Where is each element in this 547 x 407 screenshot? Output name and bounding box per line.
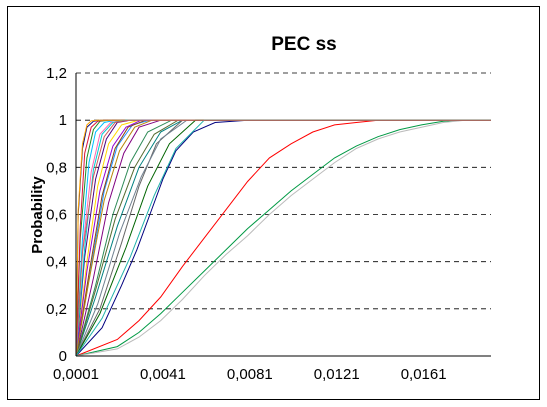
gridlines <box>76 72 491 310</box>
x-tick-label: 0,0001 <box>53 366 99 383</box>
series-line <box>75 119 491 357</box>
y-tick-label: 0,8 <box>46 159 67 176</box>
y-axis-label: Probability <box>29 176 46 254</box>
series-line <box>75 119 491 357</box>
series-line <box>75 119 491 357</box>
x-tick-labels: 0,0001 0,0041 0,0081 0,0121 0,0161 <box>53 366 447 383</box>
series-layer <box>75 119 491 357</box>
y-tick-label: 0 <box>59 348 67 365</box>
series-line <box>75 119 491 357</box>
y-tick-label: 0,6 <box>46 207 67 224</box>
x-tick-label: 0,0161 <box>401 366 447 383</box>
y-tick-labels: 0 0,2 0,4 0,6 0,8 1 1,2 <box>46 65 67 365</box>
axes <box>75 73 491 357</box>
series-line <box>75 119 491 357</box>
y-tick-label: 1 <box>59 112 67 129</box>
y-tick-label: 1,2 <box>46 65 67 82</box>
chart-title: PEC ss <box>271 34 336 55</box>
y-tick-label: 0,2 <box>46 301 67 318</box>
x-tick-label: 0,0081 <box>227 366 273 383</box>
series-line <box>75 119 491 357</box>
y-tick-label: 0,4 <box>46 254 67 271</box>
x-tick-label: 0,0121 <box>314 366 360 383</box>
x-tick-label: 0,0041 <box>140 366 186 383</box>
